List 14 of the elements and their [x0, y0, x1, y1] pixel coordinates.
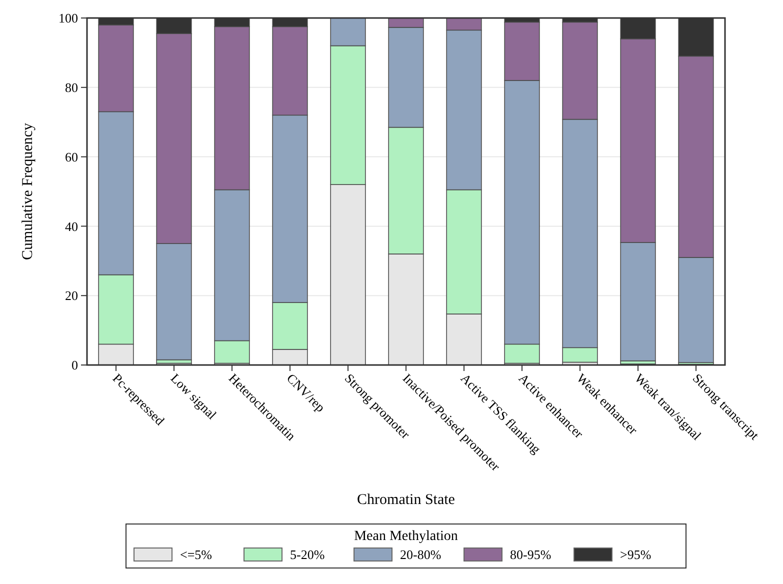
y-tick-label: 60: [65, 149, 78, 164]
x-axis-title: Chromatin State: [357, 492, 456, 508]
y-tick-label: 40: [65, 218, 78, 234]
y-tick-label: 80: [65, 80, 78, 95]
y-tick-label: 20: [65, 288, 78, 304]
y-tick-label: 100: [58, 10, 78, 26]
y-tick-label: 0: [72, 358, 78, 373]
legend-label: 20-80%: [400, 547, 442, 562]
legend-label: 5-20%: [290, 547, 325, 562]
legend-label: >95%: [620, 547, 652, 562]
legend-label: 80-95%: [510, 547, 552, 562]
legend-title: Mean Methylation: [354, 529, 458, 544]
legend-label: <=5%: [180, 547, 212, 562]
y-axis-title: Cumulative Frequency: [20, 122, 36, 260]
